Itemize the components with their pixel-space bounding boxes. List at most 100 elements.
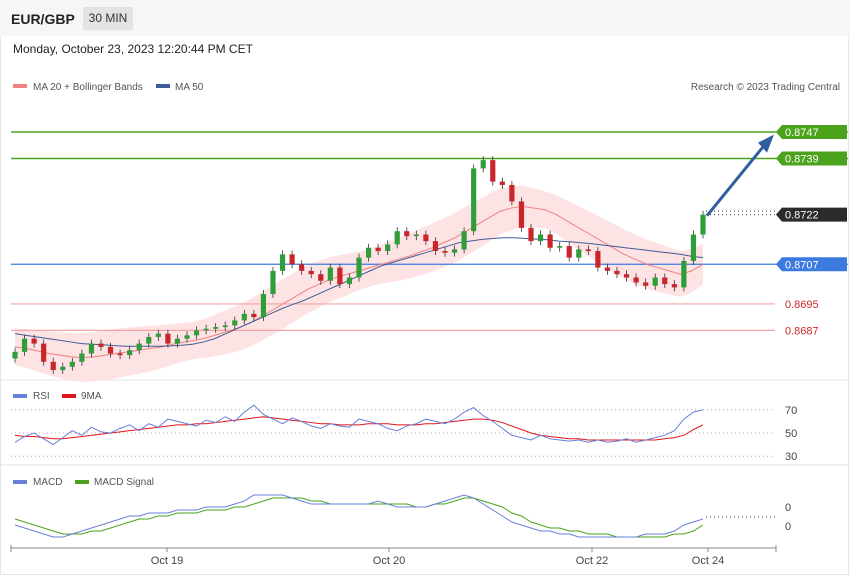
ma20-legend-label: MA 20 + Bollinger Bands [33,82,143,93]
candle-body [327,267,333,281]
candle-body [346,277,353,285]
candle-body [490,160,496,182]
candle-body [155,333,161,337]
candle-body [69,361,75,367]
rsi-tick-30: 30 [785,451,797,463]
candle-body [633,277,639,283]
candle-body [499,181,505,185]
candle-body [203,328,209,331]
candle-body [50,361,56,371]
level-tag-0.8707 [776,257,847,272]
candle-body [432,241,439,252]
candle-body [222,325,228,328]
candle-body [413,234,419,237]
candle-body [385,244,391,252]
candle-body [12,351,18,359]
rsi-tick-70: 70 [785,405,797,417]
candle-body [576,249,582,258]
candle-body [537,234,544,242]
x-tick-label: Oct 19 [151,555,183,567]
candle-body [98,343,104,347]
level-label-0.8695: 0.8695 [785,299,819,311]
rsi-line [14,404,704,446]
candle-body [614,270,620,275]
rsi-legend-label: RSI [33,391,50,402]
candle-body [518,201,525,228]
candle-body [117,353,123,356]
candle-body [127,350,133,356]
candle-body [681,260,687,288]
candle-body [88,343,95,354]
candle-body [451,249,458,253]
candle-body [480,160,486,169]
candle-body [279,254,286,271]
rsi-tick-50: 50 [785,428,797,440]
rsi-ma-legend-label: 9MA [81,391,102,402]
level-label-0.8722: 0.8722 [785,210,819,222]
macd-tick-0: 0 [785,502,791,514]
candle-body [547,234,553,248]
candle-body [423,234,429,242]
candle-body [270,270,276,295]
x-tick-label: Oct 20 [373,555,405,567]
macd-legend-label: MACD [33,477,62,488]
macd-line [14,494,704,538]
candle-body [471,168,477,232]
candle-body [299,264,305,271]
candle-body [604,267,611,271]
timestamp: Monday, October 23, 2023 12:20:44 PM CET [13,42,253,56]
candle-body [585,249,591,252]
macd-legend-swatch [13,480,27,484]
forecast-arrow-shaft [705,144,766,217]
candle-body [356,257,362,278]
candle-body [700,214,706,235]
candle-body [509,184,515,202]
macd-signal-legend-label: MACD Signal [94,477,154,488]
candle-body [241,313,247,321]
candle-body [60,366,66,371]
candle-body [461,231,467,250]
chart-header: EUR/GBP 30 MIN [0,0,850,36]
candle-body [146,336,152,344]
macd-panel: 00 [14,494,791,538]
candle-body [165,333,171,344]
candle-body [404,231,410,237]
timeframe-badge[interactable]: 30 MIN [83,7,133,30]
level-tag-0.8722 [776,207,847,222]
candle-body [652,277,658,286]
candle-body [174,338,181,344]
copyright-text: Research © 2023 Trading Central [691,82,840,93]
candle-body [184,335,190,339]
level-tag-0.8747 [776,125,847,140]
candle-body [79,353,85,362]
rsi-legend-swatch [13,394,27,398]
level-label-0.8739: 0.8739 [785,153,819,165]
level-tag-0.8739 [776,151,847,166]
rsi-ma-legend-swatch [62,394,76,398]
candle-body [308,270,314,275]
ma20-legend-swatch [13,84,27,88]
candle-body [21,338,28,352]
candle-body [690,234,697,261]
symbol-title: EUR/GBP [11,11,75,27]
candle-body [528,227,534,242]
candle-body [394,231,400,245]
candle-body [41,343,47,362]
candle-body [251,313,257,318]
ma50-legend-swatch [156,84,170,88]
price-panel: 0.8747 0.8739 0.8722 0.8707 0.8695 0.8687 [11,125,848,382]
candle-body [107,346,114,354]
candle-body [365,247,372,258]
x-axis: Oct 19 Oct 20 Oct 22 Oct 24 [10,545,777,567]
rsi-panel: 70 50 30 [11,404,797,463]
candle-body [442,251,448,253]
candle-body [643,282,649,286]
candle-body [557,246,563,248]
level-label-0.8707: 0.8707 [785,259,819,271]
forecast-arrow-head [758,134,774,153]
ma50-legend-label: MA 50 [175,82,204,93]
macd-tick-1: 0 [785,521,791,533]
candle-body [289,254,295,265]
candle-body [595,251,601,268]
candle-body [337,267,343,285]
